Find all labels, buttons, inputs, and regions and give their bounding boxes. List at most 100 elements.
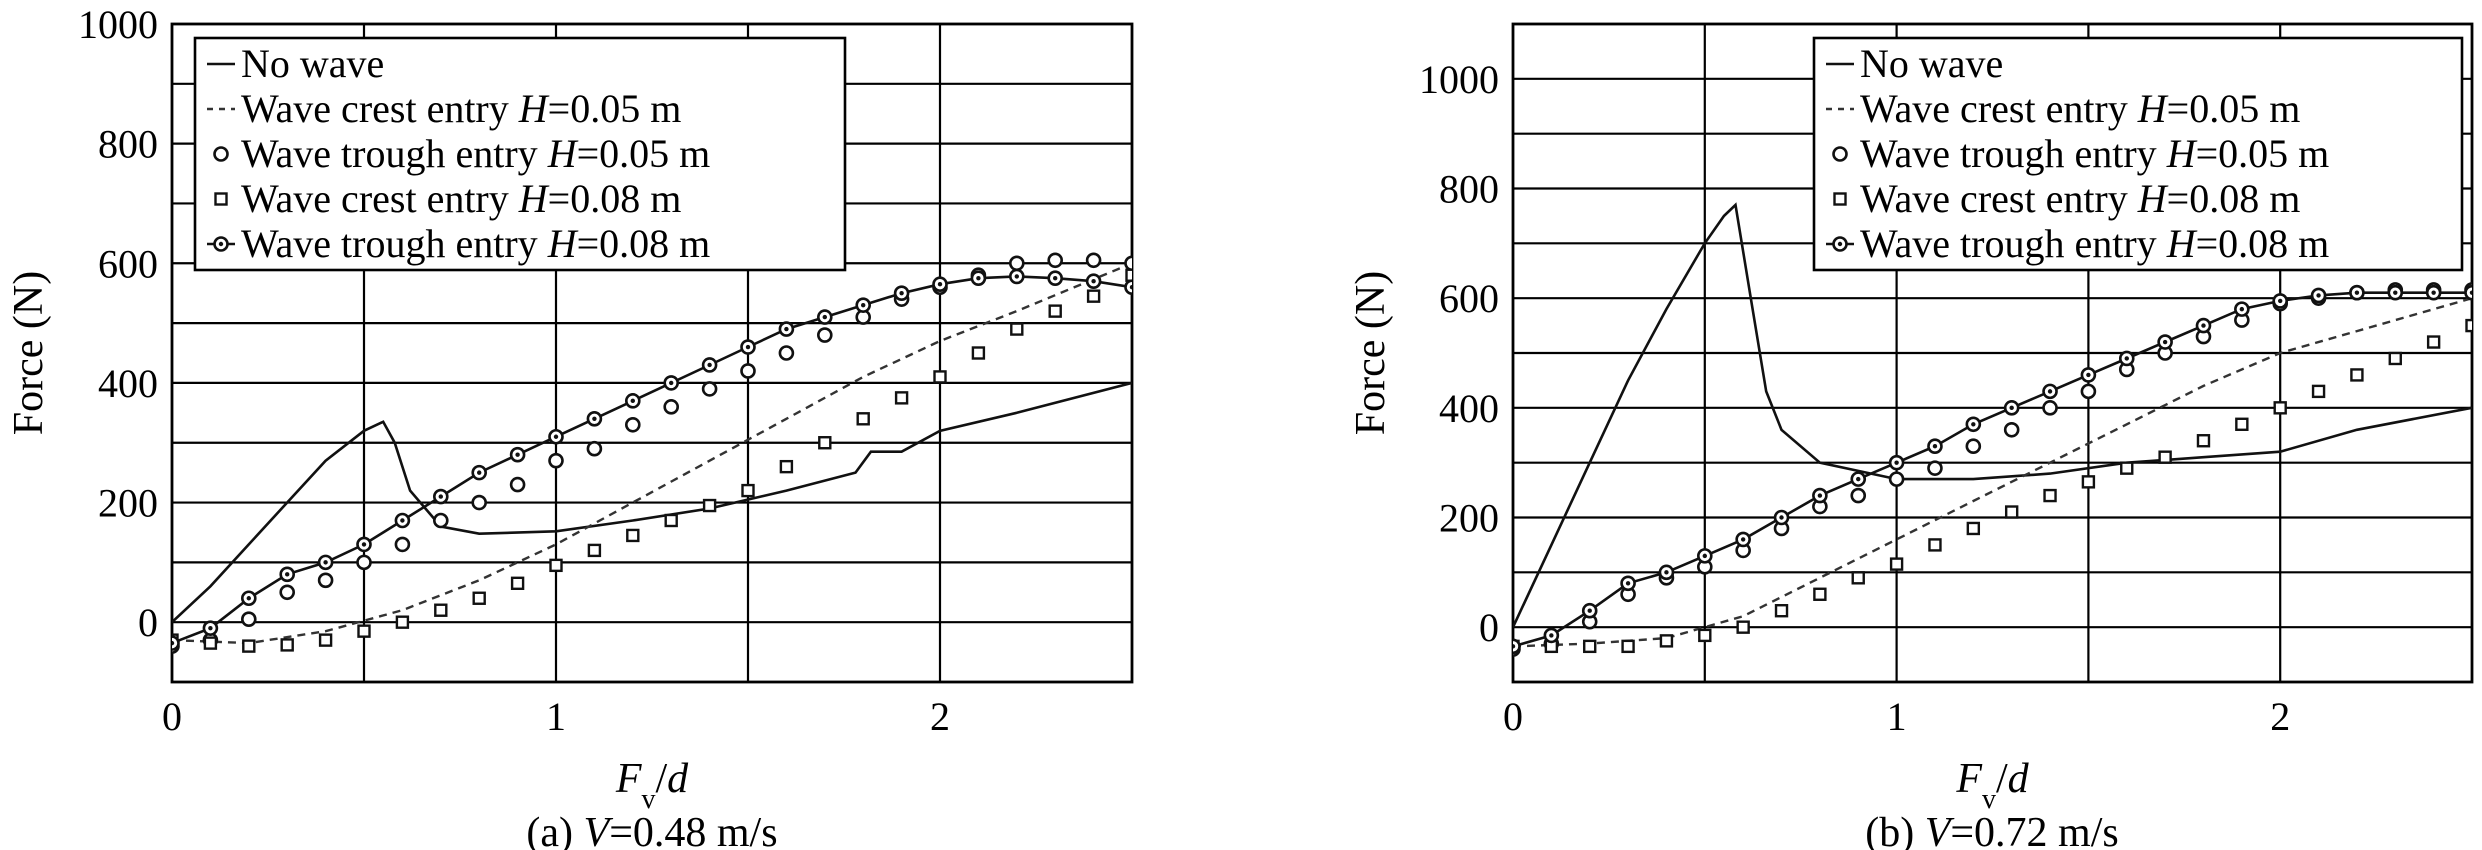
legend-item: Wave crest entry H=0.05 m <box>1826 86 2300 131</box>
y-tick-label: 600 <box>98 241 158 286</box>
data-point <box>1659 634 1674 648</box>
plot-area <box>1513 202 2472 657</box>
data-point <box>2042 400 2058 416</box>
data-point <box>1125 268 1132 282</box>
data-point <box>818 436 832 450</box>
data-point <box>1124 279 1132 295</box>
legend-item: Wave crest entry H=0.08 m <box>214 176 681 221</box>
data-point <box>1010 322 1024 336</box>
legend-marker <box>1832 146 1848 162</box>
text-part: =0.08 m <box>2196 221 2330 266</box>
data-point-center <box>2124 356 2129 361</box>
data-point-center <box>937 282 943 287</box>
data-point-center <box>745 344 751 350</box>
text-part: Wave crest entry <box>241 86 519 131</box>
data-point <box>2080 383 2097 400</box>
text-part: H <box>547 221 579 266</box>
data-point <box>2235 417 2249 431</box>
y-axis-label: Force (N) <box>1348 271 1394 435</box>
data-point <box>2081 475 2096 489</box>
data-point-center <box>553 434 559 439</box>
text-part: V <box>1925 810 1955 850</box>
data-point <box>2350 368 2364 382</box>
text-part: (b) <box>1865 810 1924 850</box>
data-point <box>626 528 640 543</box>
data-point-center <box>1856 476 1861 482</box>
text-part: (a) <box>526 810 583 850</box>
x-tick-label: 0 <box>162 694 182 739</box>
chart-caption: (a) V=0.48 m/s <box>526 810 777 850</box>
series-1 <box>1513 202 2472 628</box>
data-point <box>1966 521 1981 536</box>
text-part: =0.08 m <box>577 221 711 266</box>
y-tick-label: 0 <box>138 600 158 645</box>
data-point <box>740 363 756 379</box>
text-part: / <box>1996 756 2008 802</box>
plot-frame <box>170 22 1134 684</box>
legend-label: Wave trough entry H=0.08 m <box>1860 221 2329 266</box>
data-point <box>509 476 526 493</box>
y-tick-label: 400 <box>1439 386 1499 431</box>
legend-item: Wave trough entry H=0.05 m <box>213 131 710 176</box>
data-point-center <box>438 494 443 499</box>
text-part: H <box>518 176 550 221</box>
y-tick-label: 200 <box>1439 496 1499 541</box>
text-part: H <box>2166 221 2198 266</box>
data-point-center <box>1053 276 1058 281</box>
data-point <box>2003 421 2020 438</box>
data-point <box>280 638 294 652</box>
legend-label: Wave trough entry H=0.05 m <box>1860 131 2329 176</box>
text-part: H <box>2166 131 2198 176</box>
x-tick-label: 0 <box>1503 694 1523 739</box>
data-point <box>1736 620 1750 634</box>
data-point <box>357 624 371 638</box>
legend-label: Wave crest entry H=0.08 m <box>1860 176 2300 221</box>
y-tick-label: 800 <box>1439 167 1499 212</box>
data-point-center <box>1091 279 1096 284</box>
y-tick-label: 0 <box>1479 605 1499 650</box>
data-point-center <box>2469 290 2472 295</box>
series-5 <box>1513 284 2472 655</box>
text-part: =0.05 m <box>2196 131 2330 176</box>
series-1 <box>172 381 1132 624</box>
legend-label: No wave <box>241 41 384 86</box>
text-part: v <box>1982 784 1996 815</box>
data-point <box>2196 434 2211 448</box>
text-part: H <box>547 131 579 176</box>
series-2 <box>172 262 1132 645</box>
data-point-center <box>822 314 827 320</box>
x-axis-label: Fv/d <box>615 756 689 815</box>
legend-marker <box>214 192 228 206</box>
y-tick-label: 600 <box>1439 276 1499 321</box>
data-point-center <box>861 302 866 308</box>
data-point-center <box>1014 274 1019 279</box>
data-point <box>548 452 564 469</box>
legend-label: Wave trough entry H=0.05 m <box>241 131 710 176</box>
series-line-dashed <box>172 262 1132 645</box>
plot-frame <box>1511 22 2474 684</box>
data-point-center <box>1587 608 1592 613</box>
legend-label: Wave crest entry H=0.05 m <box>1860 86 2300 131</box>
data-point <box>432 512 449 529</box>
legend-label: Wave crest entry H=0.08 m <box>241 176 681 221</box>
data-point <box>1086 289 1101 303</box>
data-point <box>549 558 563 573</box>
y-tick-label: 200 <box>98 481 158 526</box>
text-part: V <box>584 810 614 850</box>
y-tick-label: 400 <box>98 361 158 406</box>
data-point-center <box>630 398 635 404</box>
text-part: H <box>2137 86 2169 131</box>
legend-item: Wave crest entry H=0.08 m <box>1833 176 2300 221</box>
text-part: / <box>655 756 667 802</box>
data-point <box>1513 638 1521 655</box>
data-point <box>816 327 833 343</box>
text-part: Wave trough entry <box>241 131 548 176</box>
data-point <box>172 635 180 651</box>
data-point <box>2043 488 2057 503</box>
legend-item: Wave trough entry H=0.05 m <box>1832 131 2329 176</box>
data-point <box>1889 557 1904 571</box>
text-part: v <box>641 784 655 815</box>
